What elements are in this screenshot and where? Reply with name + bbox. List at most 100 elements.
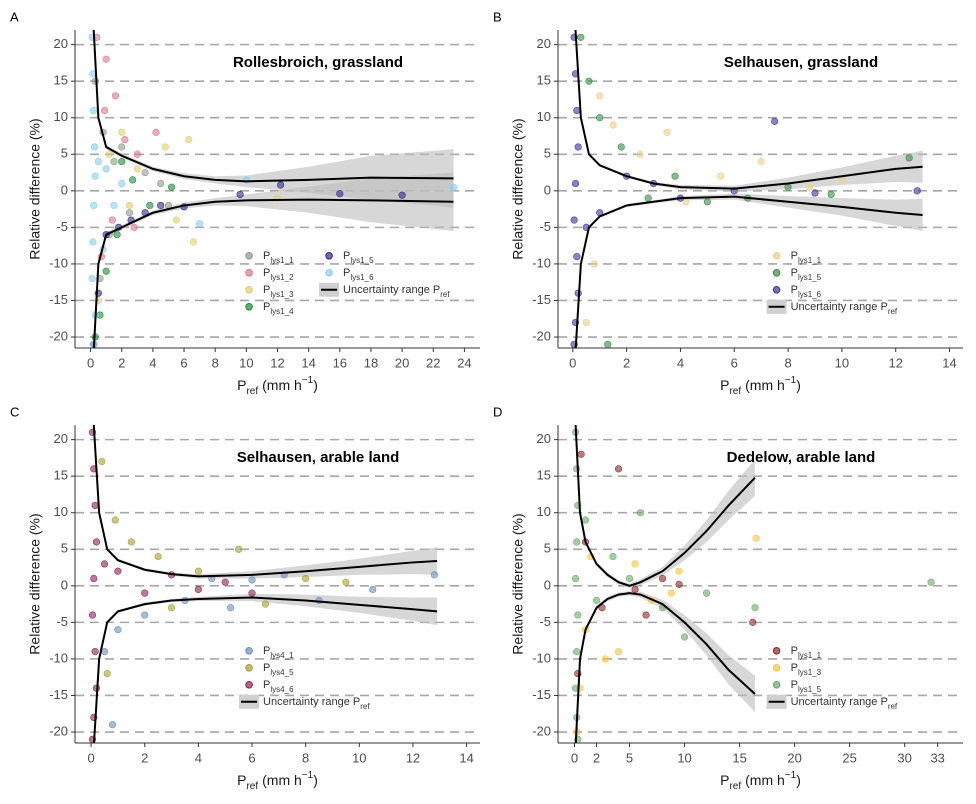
point: [680, 633, 689, 641]
point: [118, 179, 126, 188]
point: [590, 260, 598, 268]
uncertainty-line: [574, 425, 756, 587]
x-axis-title-part: (mm h: [262, 772, 302, 788]
point: [248, 589, 256, 597]
x-tick-label: 20: [787, 750, 801, 765]
legend-label: Uncertainty range Pref: [791, 696, 898, 711]
point: [167, 183, 176, 191]
x-tick-label: 14: [301, 355, 315, 370]
legend-key: [772, 680, 781, 689]
point: [91, 77, 99, 85]
uncertainty-ribbon: [575, 590, 755, 743]
legend-label: Plys4_6: [263, 679, 294, 694]
point: [161, 143, 169, 151]
point: [185, 136, 193, 144]
uncertainty-line: [92, 198, 454, 348]
x-tick-label: 12: [406, 750, 420, 765]
point: [784, 183, 792, 191]
point: [609, 121, 617, 129]
legend-key: [245, 285, 253, 294]
x-tick-label: 8: [212, 355, 219, 370]
point: [614, 465, 623, 473]
point: [110, 157, 118, 166]
panel: C -20 -15 -10 -5 0 5 10 15 20 0 2 4 6 8 10 12 14 Relative …: [10, 404, 480, 792]
point: [114, 626, 122, 634]
y-tick-label: 10: [54, 109, 68, 124]
legend-key: [772, 251, 781, 260]
point: [189, 238, 197, 246]
plot-area: [88, 425, 439, 743]
x-tick-label: 10: [677, 750, 691, 765]
x-tick-label: 10: [835, 355, 849, 370]
point: [125, 209, 134, 217]
y-tick-label: 5: [544, 541, 551, 556]
point: [642, 611, 650, 619]
y-axis-title: Relative difference (%): [27, 513, 43, 654]
y-tick-label: 20: [54, 36, 68, 51]
point: [617, 143, 625, 151]
x-tick-label: 8: [302, 750, 309, 765]
legend-label: Uncertainty range Pref: [343, 284, 450, 299]
y-tick-label: 10: [537, 504, 551, 519]
y-tick-label: -15: [532, 292, 551, 307]
x-tick-label: 0: [87, 750, 94, 765]
point: [398, 191, 406, 199]
y-tick-label: -15: [532, 687, 551, 702]
point: [90, 201, 98, 210]
point: [430, 571, 439, 579]
x-tick-label: 0: [571, 750, 578, 765]
point: [702, 589, 711, 597]
y-tick-label: -15: [49, 687, 68, 702]
point: [631, 585, 639, 594]
point: [596, 114, 604, 122]
point: [94, 157, 102, 166]
point: [118, 128, 126, 136]
x-tick-label: 33: [930, 750, 944, 765]
x-tick-label: 2: [141, 750, 148, 765]
y-tick-label: -20: [532, 328, 551, 343]
y-tick-label: -20: [49, 328, 68, 343]
point: [235, 545, 243, 553]
legend-label: Plys1_3: [791, 662, 822, 677]
x-tick-label: 6: [248, 750, 255, 765]
point: [89, 238, 97, 246]
point: [108, 216, 116, 224]
x-axis-title-part: ): [796, 377, 801, 393]
legend-label: Plys1_3: [263, 284, 294, 299]
x-tick-label: 6: [180, 355, 187, 370]
point: [98, 457, 106, 466]
point: [596, 92, 604, 100]
x-axis-title-part: ref: [729, 386, 741, 397]
point: [658, 574, 667, 583]
legend-key: [245, 680, 253, 689]
x-axis-title-part: ref: [246, 386, 258, 397]
x-axis-title-part: ): [313, 772, 318, 788]
legend-key: [325, 268, 333, 277]
point: [118, 157, 126, 166]
point: [625, 574, 634, 583]
uncertainty-ribbon: [93, 172, 454, 348]
y-tick-label: 10: [54, 504, 68, 519]
x-tick-label: 10: [239, 355, 253, 370]
point: [811, 189, 819, 197]
point: [226, 604, 235, 612]
point: [111, 516, 119, 524]
x-tick-label: 0: [569, 355, 576, 370]
x-tick-label: 12: [888, 355, 902, 370]
y-tick-label: -20: [532, 723, 551, 738]
point: [577, 33, 585, 41]
x-axis-title-part: (mm h: [745, 377, 785, 393]
plot-area: [570, 30, 923, 348]
point: [838, 176, 846, 184]
x-tick-label: 18: [364, 355, 378, 370]
x-axis-title-part: ref: [246, 781, 258, 792]
x-tick-label: 4: [195, 750, 202, 765]
point: [133, 165, 141, 173]
point: [675, 580, 683, 588]
x-axis-title-part: −1: [785, 375, 797, 386]
uncertainty-line: [92, 30, 454, 183]
uncertainty-ribbon: [575, 425, 755, 589]
